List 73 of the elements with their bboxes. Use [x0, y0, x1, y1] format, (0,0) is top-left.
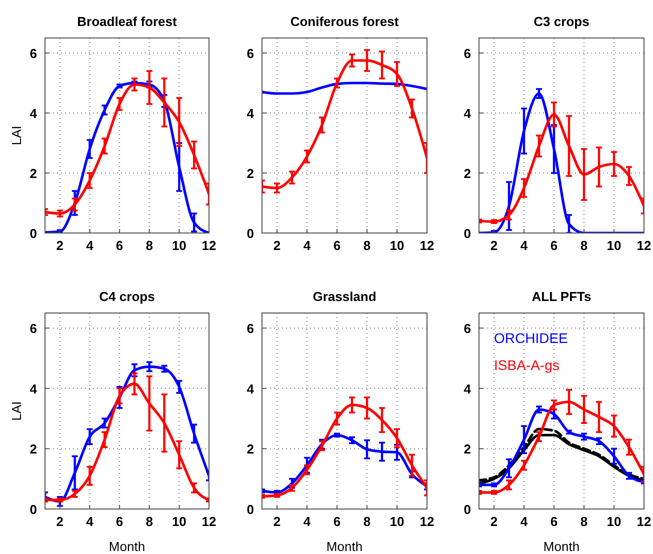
- text: ISBA-A-gs: [494, 357, 560, 373]
- chart-title: Grassland: [312, 289, 376, 304]
- x-axis-title: Month: [326, 539, 363, 554]
- x-tick-label: 8: [146, 514, 153, 529]
- y-tick-label: 2: [30, 442, 37, 457]
- x-tick-label: 8: [580, 238, 588, 253]
- x-tick-label: 4: [520, 514, 528, 529]
- y-tick-label: 4: [30, 381, 38, 396]
- y-tick-label: 2: [30, 166, 37, 181]
- x-tick-label: 8: [363, 514, 371, 529]
- chart-title: Coniferous forest: [290, 14, 400, 29]
- chart-title: ALL PFTs: [532, 289, 592, 304]
- x-tick-label: 6: [116, 514, 124, 529]
- y-tick-label: 0: [464, 502, 471, 517]
- y-tick-label: 0: [464, 226, 471, 241]
- x-tick-label: 4: [303, 238, 312, 253]
- y-tick-label: 2: [246, 166, 254, 181]
- x-tick-label: 4: [303, 514, 312, 529]
- x-tick-label: 12: [420, 514, 434, 529]
- x-tick-label: 8: [146, 238, 153, 253]
- chart-title: C3 crops: [534, 14, 590, 29]
- x-tick-label: 8: [363, 238, 371, 253]
- y-tick-label: 6: [464, 321, 471, 336]
- y-tick-label: 0: [30, 226, 37, 241]
- y-tick-label: 2: [464, 442, 471, 457]
- x-tick-label: 6: [116, 238, 124, 253]
- y-tick-label: 6: [464, 46, 471, 61]
- x-tick-label: 12: [202, 238, 216, 253]
- y-tick-label: 4: [30, 106, 38, 121]
- x-tick-label: 4: [520, 238, 528, 253]
- x-tick-label: 10: [390, 238, 404, 253]
- x-tick-label: 4: [86, 514, 94, 529]
- y-tick-label: 0: [246, 502, 254, 517]
- x-axis-title: Month: [543, 539, 580, 554]
- x-tick-label: 12: [636, 514, 652, 529]
- y-tick-label: 0: [30, 502, 37, 517]
- x-tick-label: 12: [202, 514, 216, 529]
- y-tick-label: 6: [246, 46, 254, 61]
- y-tick-label: 4: [246, 381, 255, 396]
- y-tick-label: 2: [464, 166, 471, 181]
- x-tick-label: 6: [333, 514, 341, 529]
- x-tick-label: 10: [172, 514, 186, 529]
- chart-title: Broadleaf forest: [77, 14, 178, 29]
- x-tick-label: 12: [420, 238, 434, 253]
- chart-title: C4 crops: [99, 289, 155, 304]
- y-tick-label: 6: [30, 46, 37, 61]
- y-tick-label: 6: [30, 321, 37, 336]
- x-axis-title: Month: [108, 539, 146, 554]
- y-axis-title: LAI: [9, 126, 24, 146]
- x-tick-label: 2: [490, 238, 498, 253]
- x-tick-label: 6: [333, 238, 341, 253]
- x-tick-label: 10: [606, 238, 622, 253]
- x-tick-label: 6: [550, 514, 558, 529]
- x-tick-label: 6: [550, 238, 558, 253]
- x-tick-label: 2: [273, 238, 281, 253]
- x-tick-label: 4: [86, 238, 94, 253]
- y-tick-label: 4: [246, 106, 255, 121]
- x-tick-label: 10: [390, 514, 404, 529]
- x-tick-label: 10: [606, 514, 622, 529]
- x-tick-label: 12: [636, 238, 652, 253]
- x-tick-label: 2: [56, 514, 64, 529]
- x-tick-label: 2: [273, 514, 281, 529]
- x-tick-label: 8: [580, 514, 588, 529]
- y-tick-label: 2: [246, 442, 254, 457]
- y-tick-label: 6: [246, 321, 254, 336]
- x-tick-label: 2: [56, 238, 64, 253]
- x-tick-label: 10: [172, 238, 186, 253]
- y-axis-title: LAI: [9, 401, 24, 421]
- x-tick-label: 2: [490, 514, 498, 529]
- text: ORCHIDEE: [494, 330, 568, 346]
- y-tick-label: 4: [464, 381, 472, 396]
- y-tick-label: 4: [464, 106, 472, 121]
- y-tick-label: 0: [246, 226, 254, 241]
